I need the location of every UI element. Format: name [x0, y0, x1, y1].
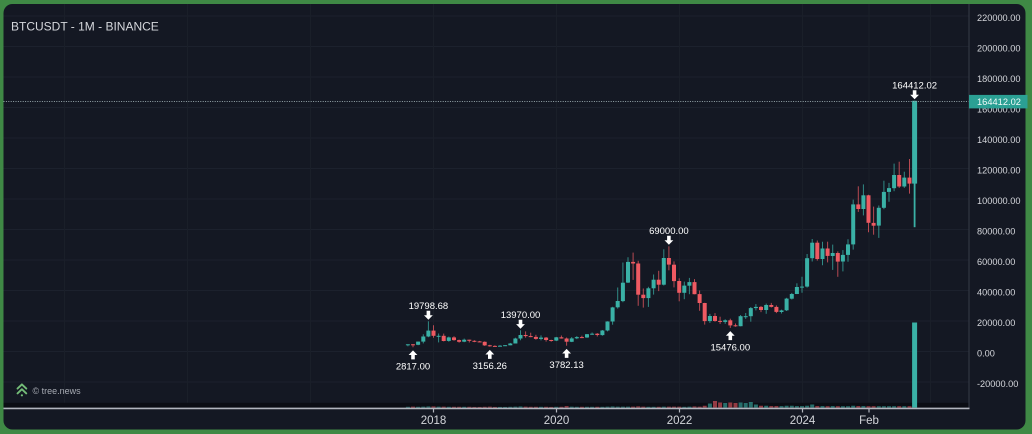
svg-text:69000.00: 69000.00: [649, 226, 689, 237]
svg-text:2020: 2020: [544, 415, 570, 427]
svg-text:2817.00: 2817.00: [396, 362, 430, 373]
svg-text:180000.00: 180000.00: [977, 74, 1020, 84]
svg-text:40000.00: 40000.00: [977, 287, 1015, 297]
svg-text:© tree.news: © tree.news: [33, 386, 82, 396]
svg-text:3156.26: 3156.26: [473, 361, 507, 372]
svg-text:164412.02: 164412.02: [892, 81, 937, 92]
svg-text:13970.00: 13970.00: [501, 310, 541, 321]
svg-text:200000.00: 200000.00: [977, 43, 1020, 53]
svg-text:160000.00: 160000.00: [977, 104, 1020, 114]
svg-text:Feb: Feb: [859, 415, 879, 427]
svg-text:2022: 2022: [667, 415, 693, 427]
svg-text:-20000.00: -20000.00: [977, 379, 1018, 389]
svg-text:60000.00: 60000.00: [977, 257, 1015, 267]
svg-text:80000.00: 80000.00: [977, 226, 1015, 236]
svg-text:120000.00: 120000.00: [977, 165, 1020, 175]
svg-text:BTCUSDT - 1M - BINANCE: BTCUSDT - 1M - BINANCE: [11, 20, 159, 34]
svg-text:140000.00: 140000.00: [977, 135, 1020, 145]
svg-text:15476.00: 15476.00: [710, 342, 750, 353]
svg-text:0.00: 0.00: [977, 348, 995, 358]
svg-text:20000.00: 20000.00: [977, 318, 1015, 328]
svg-text:2018: 2018: [421, 415, 447, 427]
svg-text:220000.00: 220000.00: [977, 13, 1020, 23]
svg-text:2024: 2024: [790, 415, 816, 427]
svg-text:19798.68: 19798.68: [409, 301, 449, 312]
svg-text:164412.02: 164412.02: [977, 97, 1021, 107]
svg-text:100000.00: 100000.00: [977, 196, 1020, 206]
svg-text:3782.13: 3782.13: [549, 360, 583, 371]
